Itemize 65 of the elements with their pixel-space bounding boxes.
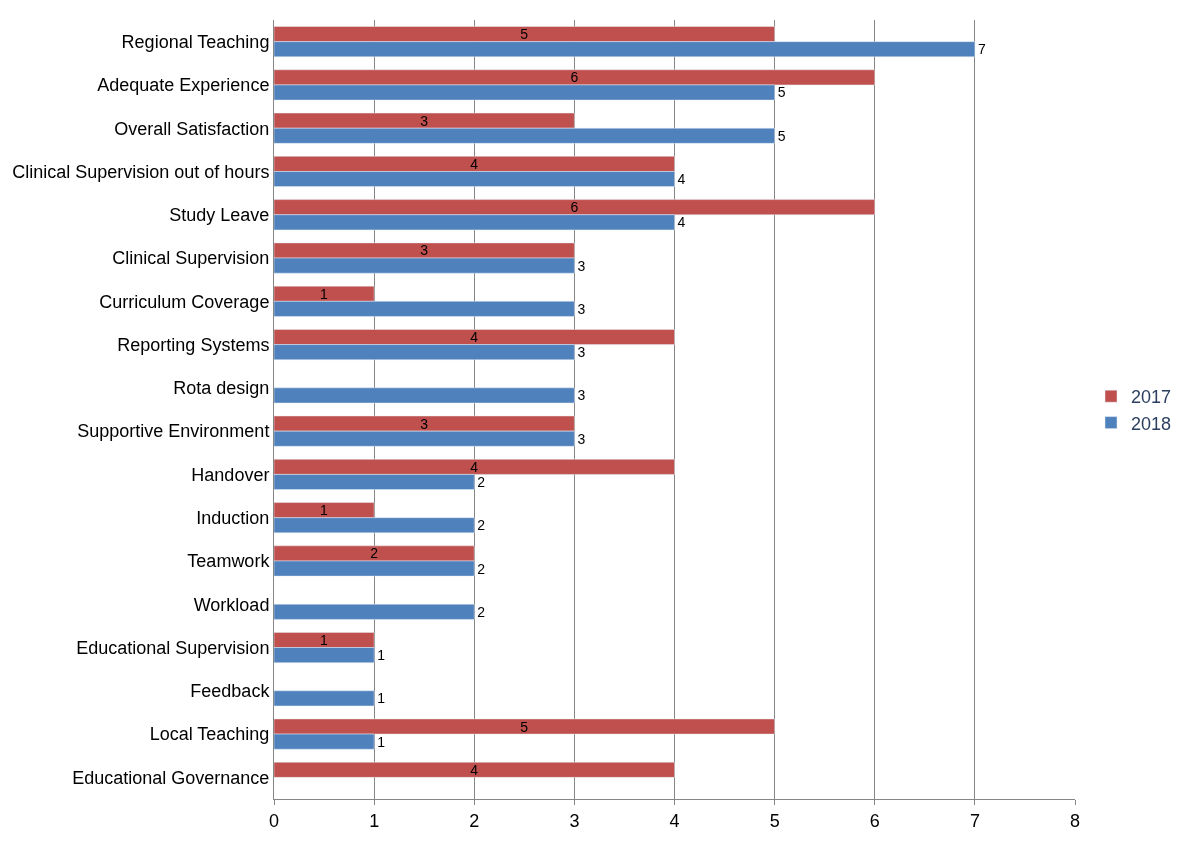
x-tick-label: 0 — [268, 810, 280, 831]
data-label: 4 — [470, 761, 479, 778]
y-tick-label: Regional Teaching — [121, 31, 270, 52]
data-label: 3 — [577, 344, 586, 361]
data-label: 1 — [377, 690, 386, 707]
bar — [274, 387, 575, 404]
y-tick-label: Reporting Systems — [117, 334, 270, 355]
data-label: 6 — [570, 69, 579, 86]
data-label: 1 — [320, 502, 329, 519]
data-label: 2 — [477, 560, 486, 577]
data-label: 1 — [377, 733, 386, 750]
bar — [274, 690, 375, 707]
y-tick-label: Educational Supervision — [76, 637, 270, 658]
data-label: 3 — [420, 112, 429, 129]
data-label: 3 — [577, 387, 586, 404]
y-tick-label: Supportive Environment — [77, 421, 270, 442]
data-label: 4 — [677, 214, 686, 231]
data-label: 3 — [577, 257, 586, 274]
legend-label: 2018 — [1131, 413, 1172, 434]
data-label: 4 — [470, 458, 479, 475]
y-tick-label: Teamwork — [187, 551, 271, 572]
x-tick-label: 7 — [969, 810, 980, 831]
y-tick-label: Adequate Experience — [97, 75, 270, 96]
data-label: 7 — [977, 41, 986, 58]
x-tick-label: 5 — [769, 810, 780, 831]
data-label: 5 — [520, 26, 529, 43]
data-label: 2 — [477, 517, 486, 534]
x-tick-label: 2 — [469, 810, 480, 831]
y-tick-label: Induction — [196, 507, 270, 528]
bar — [274, 761, 675, 778]
y-tick-label: Clinical Supervision out of hours — [12, 161, 270, 182]
data-label: 1 — [377, 647, 386, 664]
data-label: 2 — [477, 603, 486, 620]
y-tick-label: Curriculum Coverage — [99, 291, 270, 312]
x-tick-label: 6 — [869, 810, 880, 831]
x-tick-label: 4 — [669, 810, 680, 831]
y-tick-label: Feedback — [190, 681, 271, 702]
bar — [274, 604, 475, 620]
data-label: 3 — [420, 415, 429, 432]
x-tick-label: 3 — [569, 810, 580, 831]
data-label: 4 — [470, 155, 479, 172]
y-tick-label: Local Teaching — [149, 724, 270, 745]
legend-label: 2017 — [1131, 387, 1172, 408]
data-label: 3 — [420, 242, 429, 259]
y-tick-label: Overall Satisfaction — [114, 118, 270, 139]
data-label: 2 — [370, 545, 379, 562]
data-label: 4 — [677, 171, 686, 188]
y-tick-label: Study Leave — [169, 205, 270, 226]
data-label: 3 — [577, 300, 586, 317]
x-tick-label: 1 — [369, 810, 380, 831]
data-label: 2 — [477, 473, 486, 490]
data-label: 1 — [320, 285, 329, 302]
data-label: 5 — [777, 84, 786, 101]
y-tick-label: Handover — [191, 464, 270, 485]
data-label: 4 — [470, 329, 479, 346]
y-tick-label: Workload — [193, 594, 270, 615]
data-label: 3 — [577, 430, 586, 447]
y-tick-label: Rota design — [173, 378, 270, 399]
x-tick-label: 8 — [1069, 810, 1081, 831]
data-label: 6 — [570, 199, 579, 216]
y-tick-label: Educational Governance — [72, 767, 270, 788]
y-tick-label: Clinical Supervision — [112, 248, 270, 269]
data-label: 1 — [320, 631, 329, 648]
data-label: 5 — [777, 127, 786, 144]
data-label: 5 — [520, 718, 529, 735]
